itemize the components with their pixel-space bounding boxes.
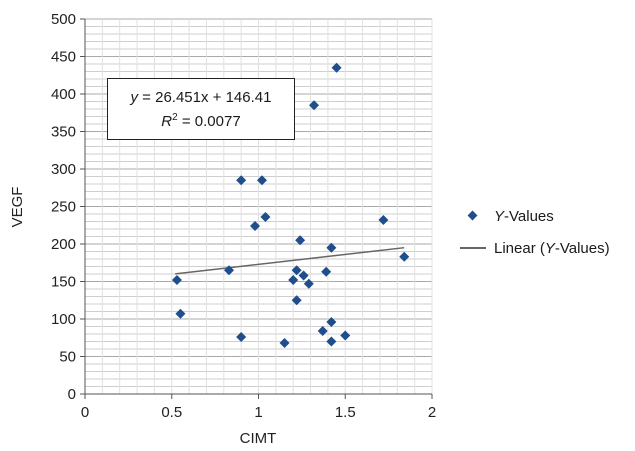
data-point — [288, 275, 299, 285]
data-point — [340, 330, 351, 341]
x-tick-label: 0.5 — [161, 404, 182, 421]
data-point — [378, 215, 389, 225]
legend-label: Linear (Y-Values) — [494, 239, 610, 257]
trendline — [175, 246, 405, 275]
data-points — [171, 62, 410, 348]
x-tick-label: 1 — [254, 404, 262, 421]
y-tick-label: 350 — [51, 124, 76, 141]
legend-item-linear: Linear (Y-Values) — [458, 237, 610, 259]
r-squared-line: R2 = 0.0077 — [161, 112, 241, 130]
data-point — [326, 317, 337, 327]
legend: Y-Values Linear (Y-Values) — [458, 205, 610, 269]
data-point — [291, 265, 302, 276]
linear-trendline — [175, 246, 405, 275]
data-point — [326, 336, 337, 347]
y-tick-label: 100 — [51, 311, 76, 328]
data-point — [298, 270, 309, 281]
data-point — [326, 242, 337, 253]
data-point — [321, 266, 332, 277]
legend-item-y-values: Y-Values — [458, 205, 610, 227]
axes — [80, 18, 433, 399]
data-point — [236, 175, 247, 186]
x-tick-label: 1.5 — [335, 404, 356, 421]
data-point — [250, 221, 261, 231]
x-tick-label: 0 — [81, 404, 89, 421]
y-tick-label: 400 — [51, 86, 76, 103]
y-tick-label: 500 — [51, 11, 76, 28]
data-point — [236, 332, 247, 342]
data-point — [399, 251, 410, 262]
data-point — [175, 308, 186, 319]
equation-line: y = 26.451x + 146.41 — [130, 89, 272, 106]
line-marker-icon — [458, 237, 492, 259]
y-axis-title: VEGF — [9, 187, 26, 228]
data-point — [224, 265, 235, 276]
y-tick-label: 450 — [51, 49, 76, 66]
y-tick-label: 250 — [51, 199, 76, 216]
y-tick-label: 0 — [68, 386, 76, 403]
trendline-equation-box: y = 26.451x + 146.41 R2 = 0.0077 — [107, 78, 295, 140]
data-point — [309, 100, 320, 111]
data-point — [171, 275, 182, 285]
data-point — [279, 338, 290, 348]
y-tick-label: 300 — [51, 161, 76, 178]
diamond-marker-icon — [458, 205, 492, 227]
y-tick-labels: 0 50 100 150 200 250 300 350 400 450 500 — [51, 11, 76, 403]
data-point — [317, 326, 328, 336]
legend-label: Y-Values — [494, 207, 554, 225]
data-point — [331, 62, 342, 73]
data-point — [260, 212, 271, 222]
x-tick-labels: 0 0.5 1 1.5 2 — [81, 404, 436, 421]
x-tick-label: 2 — [428, 404, 436, 421]
y-tick-label: 200 — [51, 236, 76, 253]
x-axis-title: CIMT — [240, 430, 277, 447]
gridlines — [84, 18, 433, 395]
data-point — [291, 295, 302, 306]
data-point — [256, 175, 267, 186]
data-point — [303, 278, 314, 289]
data-point — [295, 235, 306, 246]
y-tick-label: 150 — [51, 274, 76, 291]
y-tick-label: 50 — [59, 349, 76, 366]
